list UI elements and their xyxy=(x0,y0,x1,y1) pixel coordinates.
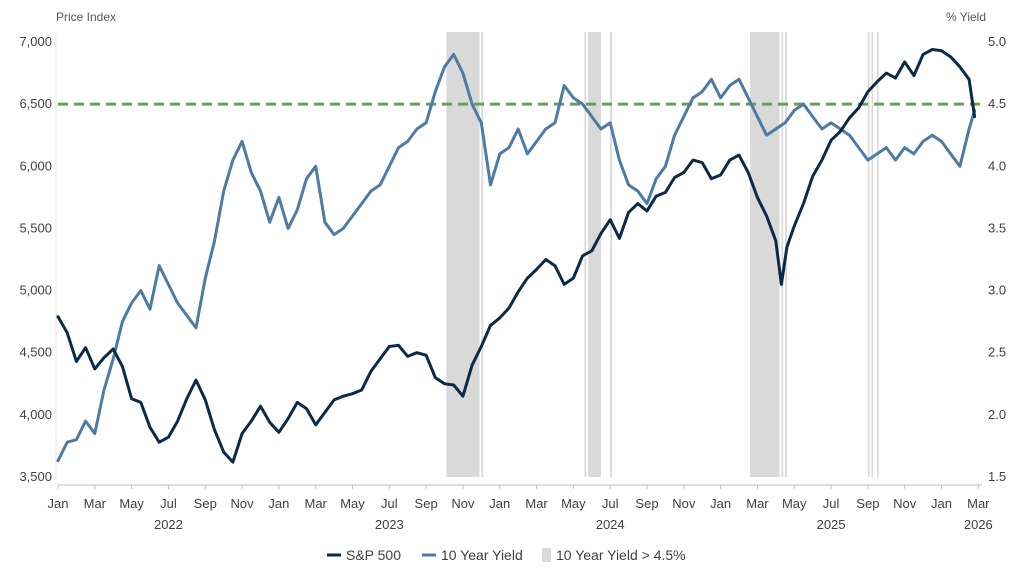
x-month-tick-label: Sep xyxy=(194,496,217,511)
x-month-tick-label: Mar xyxy=(967,496,990,511)
x-month-tick-label: Jan xyxy=(48,496,69,511)
shaded-period-4 xyxy=(610,32,613,477)
y-right-tick-label: 4.0 xyxy=(988,158,1006,173)
y-right-tick-label: 5.0 xyxy=(988,34,1006,49)
x-month-tick-label: May xyxy=(782,496,807,511)
x-month-tick-label: Mar xyxy=(84,496,107,511)
x-month-tick-label: May xyxy=(340,496,365,511)
shaded-period-8 xyxy=(867,32,870,477)
y-right-tick-label: 3.5 xyxy=(988,220,1006,235)
series-line-s-p-500 xyxy=(56,48,977,464)
y-right-tick-label: 4.5 xyxy=(988,96,1006,111)
x-month-tick-label: Jan xyxy=(268,496,289,511)
x-month-tick-label: Nov xyxy=(451,496,475,511)
x-month-tick-label: Nov xyxy=(231,496,255,511)
y-left-tick-label: 7,000 xyxy=(19,34,52,49)
y-left-tick-label: 6,500 xyxy=(19,96,52,111)
shaded-period-5 xyxy=(750,32,780,477)
x-month-tick-label: May xyxy=(119,496,144,511)
y-left-tick-label: 5,000 xyxy=(19,283,52,298)
y-left-axis-title: Price Index xyxy=(56,10,116,24)
shaded-period-9 xyxy=(871,32,874,477)
x-month-tick-label: Mar xyxy=(746,496,769,511)
x-year-label: 2025 xyxy=(817,517,846,532)
shaded-period-3 xyxy=(588,32,601,477)
shaded-period-1 xyxy=(481,32,484,477)
shaded-periods xyxy=(446,32,879,477)
series-lines xyxy=(56,48,977,464)
legend: S&P 500 10 Year Yield 10 Year Yield > 4.5% xyxy=(327,547,686,563)
x-month-tick-label: Sep xyxy=(415,496,438,511)
x-month-tick-label: Jul xyxy=(381,496,398,511)
y-left-tick-label: 4,500 xyxy=(19,345,52,360)
x-month-tick-label: Jul xyxy=(160,496,177,511)
y-right-tick-label: 2.0 xyxy=(988,407,1006,422)
series-line-10-year-yield xyxy=(56,52,977,463)
x-month-tick-label: Mar xyxy=(525,496,548,511)
x-year-label: 2023 xyxy=(375,517,404,532)
y-right-tick-label: 2.5 xyxy=(988,345,1006,360)
legend-swatch xyxy=(542,548,551,562)
y-left-tick-label: 6,000 xyxy=(19,158,52,173)
legend-label: 10 Year Yield > 4.5% xyxy=(556,547,686,563)
y-right-tick-label: 3.0 xyxy=(988,283,1006,298)
x-month-tick-label: Jan xyxy=(931,496,952,511)
axes: 3,500 4,000 4,500 5,000 5,500 6,000 6,500 7,000… xyxy=(19,34,1006,532)
y-right-tick-label: 1.5 xyxy=(988,469,1006,484)
shaded-period-10 xyxy=(877,32,879,477)
y-left-tick-label: 4,000 xyxy=(19,407,52,422)
x-month-tick-label: Nov xyxy=(672,496,696,511)
y-right-axis-title: % Yield xyxy=(946,10,986,24)
x-month-tick-label: Nov xyxy=(893,496,917,511)
x-month-tick-label: Jul xyxy=(602,496,619,511)
y-left-tick-label: 3,500 xyxy=(19,469,52,484)
legend-label: 10 Year Yield xyxy=(441,547,523,563)
x-month-tick-label: Sep xyxy=(856,496,879,511)
x-month-tick-label: Sep xyxy=(635,496,658,511)
y-left-tick-label: 5,500 xyxy=(19,220,52,235)
x-month-tick-label: Jan xyxy=(710,496,731,511)
shaded-period-0 xyxy=(446,32,480,477)
shaded-period-6 xyxy=(781,32,784,477)
x-year-label: 2026 xyxy=(964,517,993,532)
legend-label: S&P 500 xyxy=(346,547,401,563)
x-month-tick-label: Jul xyxy=(823,496,840,511)
x-month-tick-label: May xyxy=(561,496,586,511)
x-month-tick-label: Jan xyxy=(489,496,510,511)
x-year-label: 2022 xyxy=(154,517,183,532)
x-year-label: 2024 xyxy=(596,517,625,532)
x-month-tick-label: Mar xyxy=(304,496,327,511)
